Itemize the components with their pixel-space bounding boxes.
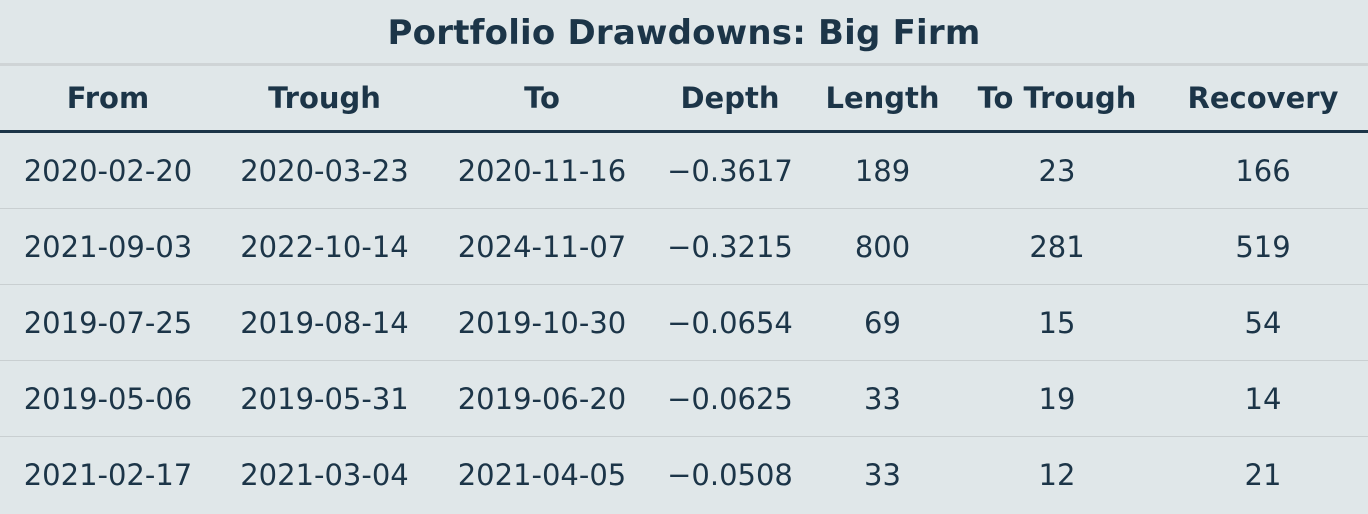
cell-recovery: 21 [1244,457,1282,492]
table-header: From Trough To Depth Length To Trough Re… [0,66,1368,133]
drawdown-table: From Trough To Depth Length To Trough Re… [0,66,1368,512]
cell-trough: 2022-10-14 [216,208,433,285]
cell-recovery: 166 [1158,131,1368,209]
table-title: Portfolio Drawdowns: Big Firm [0,0,1368,66]
cell-length: 69 [809,284,956,361]
cell-trough: 2020-03-23 [216,131,433,209]
header-row: From Trough To Depth Length To Trough Re… [0,66,1368,133]
cell-trough: 2021-03-04 [240,457,409,492]
cell-recovery: 519 [1158,208,1368,285]
cell-length: 33 [809,360,956,437]
column-header-from: From [0,66,216,133]
column-header-recovery: Recovery [1158,66,1368,133]
cell-depth: −0.0654 [651,284,809,361]
cell-from: 2021-02-17 [23,457,193,492]
table-row: 2021-09-03 2022-10-14 2024-11-07 −0.3215… [0,208,1368,285]
cell-to: 2024-11-07 [433,208,651,285]
cell-depth: −0.0508 [667,457,793,492]
cell-depth: −0.0625 [651,360,809,437]
table-row: 2021-02-17 2021-03-04 2021-04-05 −0.0508… [0,437,1368,513]
column-header-length: Length [809,66,956,133]
cell-to: 2021-04-05 [457,457,627,492]
cell-from: 2021-09-03 [0,208,216,285]
cell-trough: 2019-05-31 [216,360,433,437]
cell-depth: −0.3215 [651,208,809,285]
column-header-depth: Depth [651,66,809,133]
cell-recovery: 54 [1158,284,1368,361]
cell-from: 2019-07-25 [0,284,216,361]
cell-length: 800 [809,208,956,285]
table-body: 2020-02-20 2020-03-23 2020-11-16 −0.3617… [0,131,1368,513]
cell-depth: −0.3617 [651,131,809,209]
cell-to-trough: 19 [956,360,1158,437]
cell-to-trough: 23 [956,131,1158,209]
cell-from: 2019-05-06 [0,360,216,437]
table-row: 2019-07-25 2019-08-14 2019-10-30 −0.0654… [0,284,1368,361]
column-header-to: To [433,66,651,133]
cell-to: 2019-10-30 [433,284,651,361]
column-header-trough: Trough [216,66,433,133]
cell-to-trough: 12 [1038,457,1076,492]
table-row: 2019-05-06 2019-05-31 2019-06-20 −0.0625… [0,360,1368,437]
cell-length: 33 [864,457,901,492]
cell-length: 189 [809,131,956,209]
cell-trough: 2019-08-14 [216,284,433,361]
cell-to-trough: 281 [956,208,1158,285]
cell-recovery: 14 [1158,360,1368,437]
cell-to: 2020-11-16 [433,131,651,209]
table-row: 2020-02-20 2020-03-23 2020-11-16 −0.3617… [0,131,1368,209]
column-header-to-trough: To Trough [956,66,1158,133]
cell-from: 2020-02-20 [0,131,216,209]
cell-to-trough: 15 [956,284,1158,361]
cell-to: 2019-06-20 [433,360,651,437]
